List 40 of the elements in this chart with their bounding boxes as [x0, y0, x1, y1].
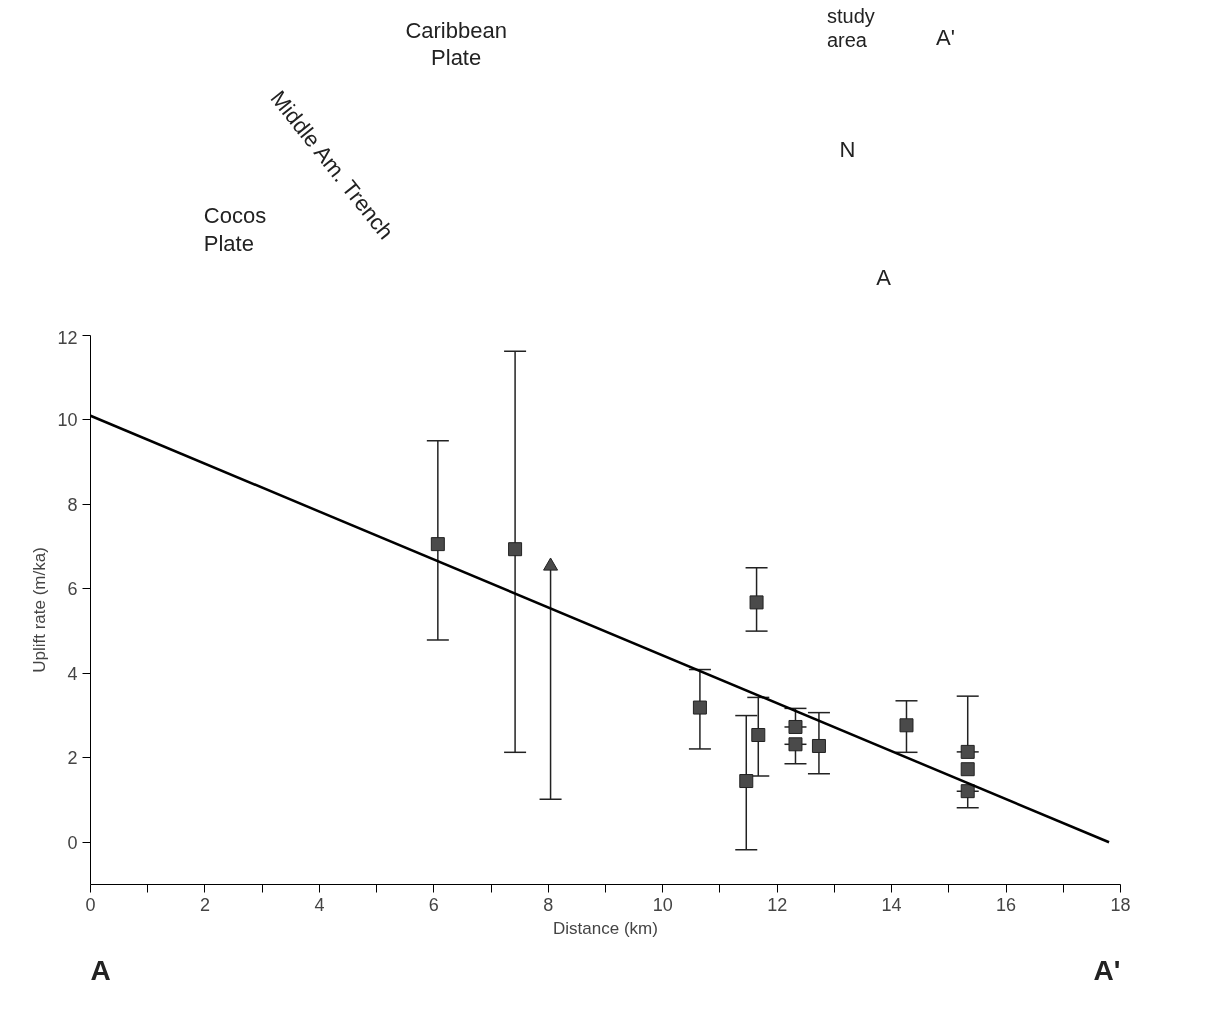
point: [788, 719, 803, 734]
y-tick-label: 0: [67, 832, 78, 853]
point: [430, 537, 445, 552]
point: [508, 542, 523, 557]
y-axis-title: Uplift rate (m/ka): [30, 547, 50, 673]
text: Caribbean Plate: [405, 17, 507, 71]
x-tick-label: 2: [199, 894, 210, 915]
y-tick-label: 10: [57, 410, 78, 431]
x-tick-label: 18: [1110, 894, 1131, 915]
y-tick-label: 6: [67, 579, 78, 600]
y-tick-label: 2: [67, 748, 78, 769]
point: [739, 774, 754, 789]
x-axis-title: Distance (km): [553, 918, 658, 938]
point: [788, 737, 803, 752]
text: A: [90, 955, 111, 986]
point: [960, 744, 975, 759]
point: [899, 718, 914, 733]
x-tick-label: 16: [996, 894, 1017, 915]
y-tick-label: 8: [67, 494, 78, 515]
text: A: [876, 265, 892, 290]
point: [960, 762, 975, 777]
y-tick-label: 4: [67, 663, 78, 684]
point: [751, 728, 766, 742]
x-tick-label: 12: [767, 894, 788, 915]
point: [811, 738, 826, 753]
x-tick-label: 10: [652, 894, 673, 915]
point: [749, 595, 764, 610]
x-tick-label: 4: [314, 894, 325, 915]
x-tick-label: 8: [543, 894, 554, 915]
text: A': [1093, 955, 1121, 986]
x-tick-label: 14: [881, 894, 902, 915]
x-tick-label: 6: [428, 894, 439, 915]
text: Cocos Plate: [203, 203, 267, 256]
point: [960, 784, 975, 799]
point: [692, 700, 707, 715]
text: study area: [826, 4, 875, 51]
y-tick-label: 12: [57, 327, 78, 348]
text: A': [935, 25, 955, 50]
x-tick-label: 0: [85, 894, 96, 915]
text: N: [839, 137, 856, 162]
